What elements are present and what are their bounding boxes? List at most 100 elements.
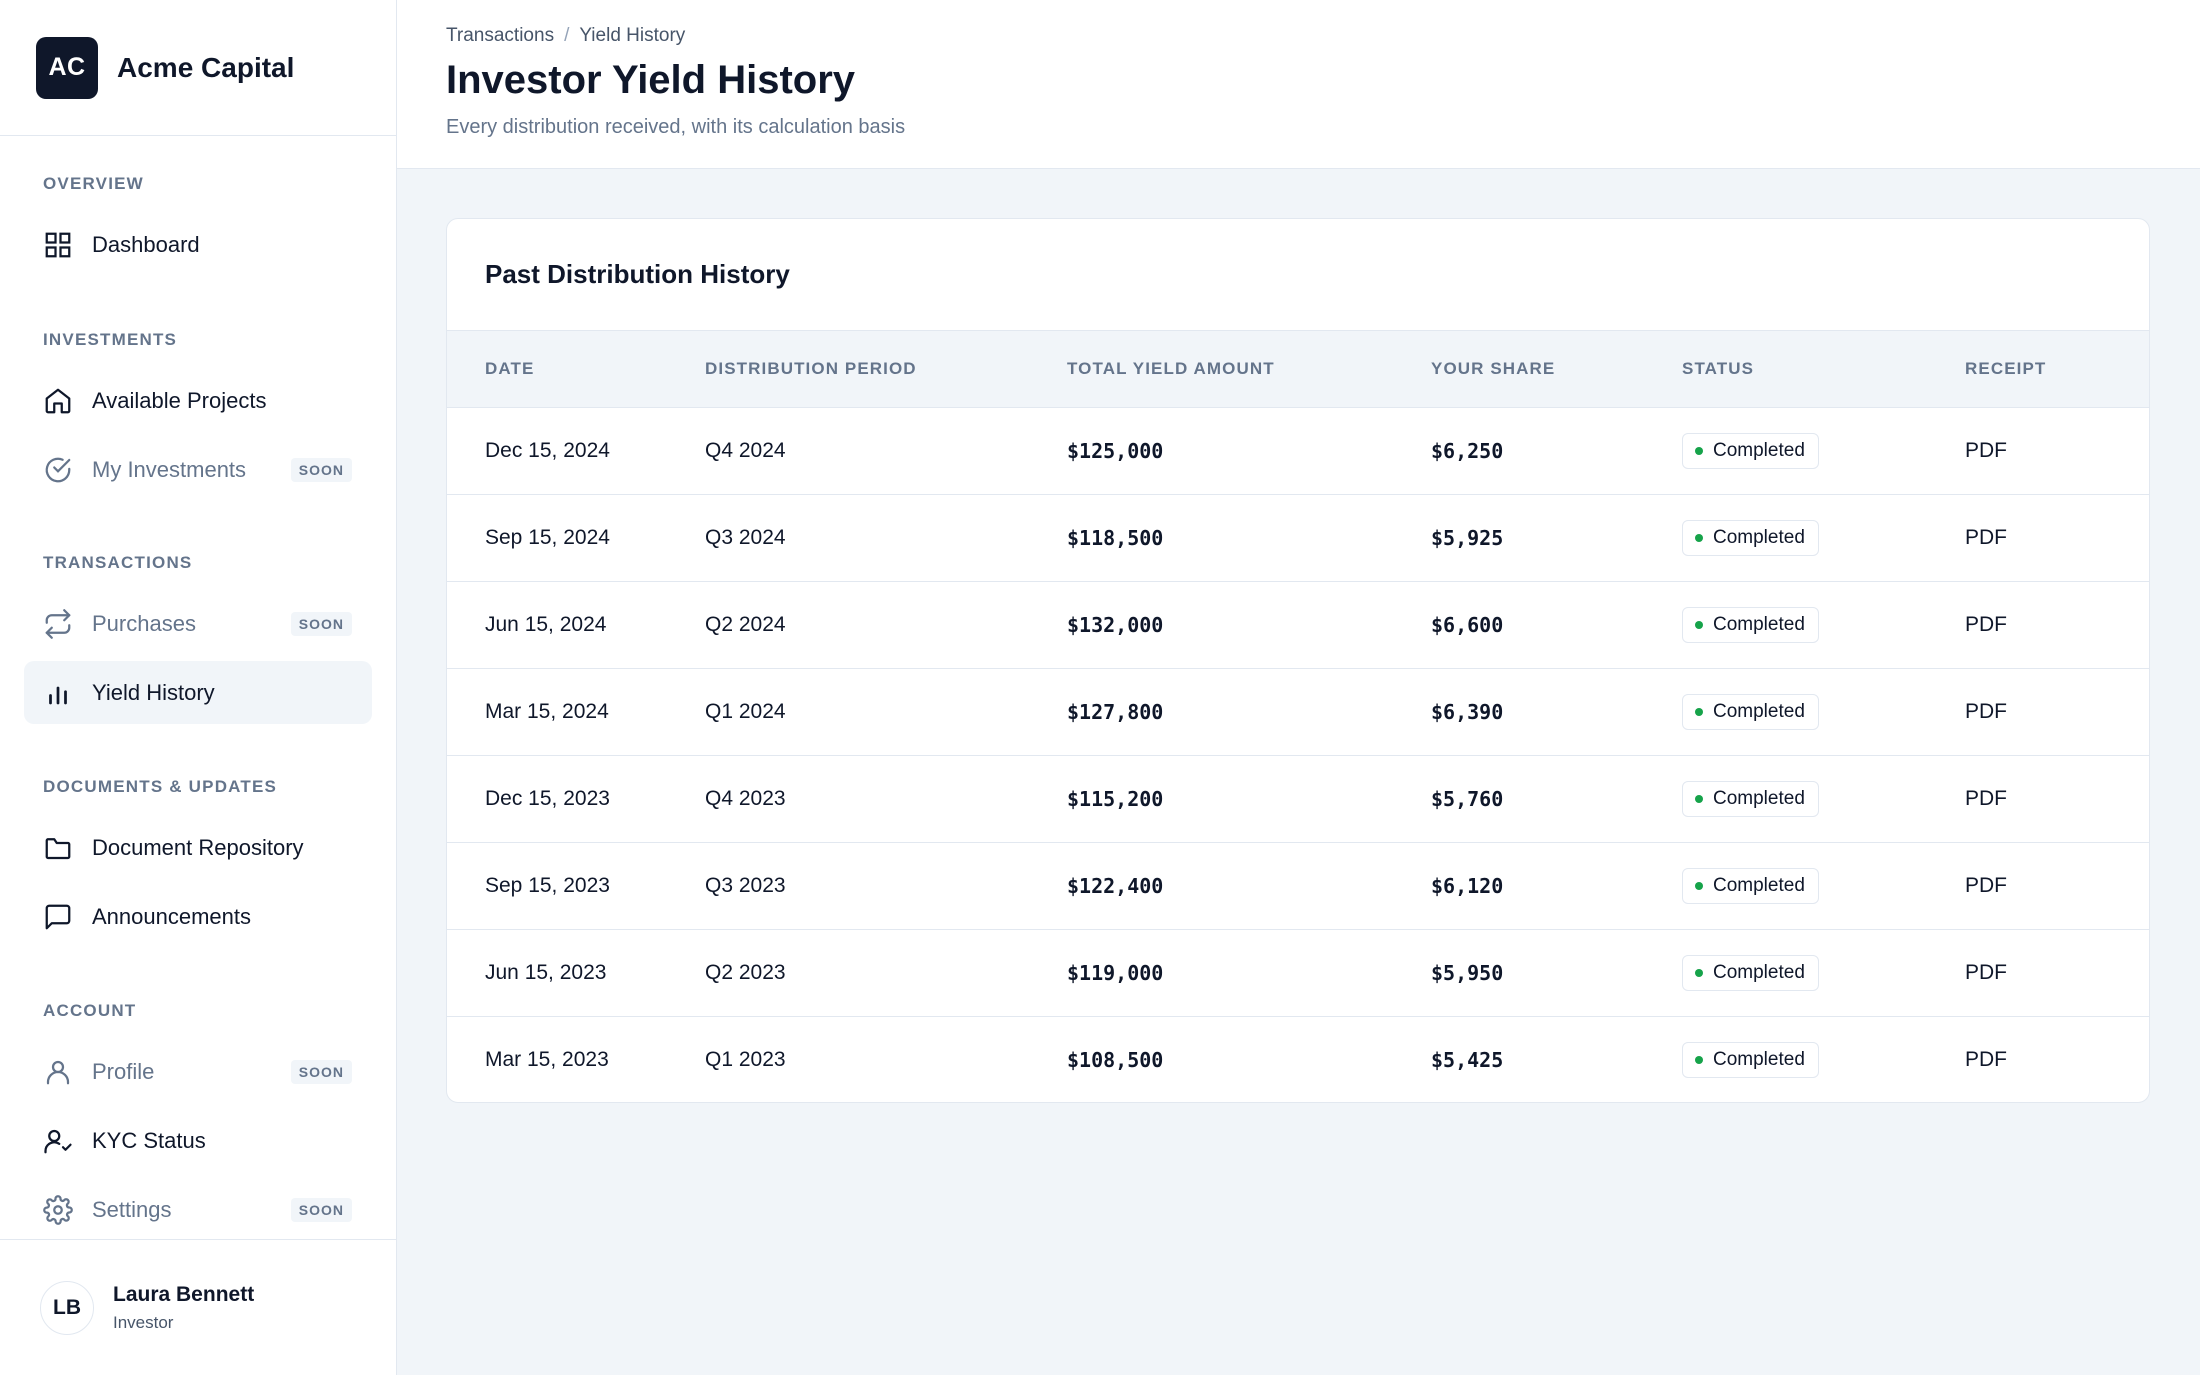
table-row: Sep 15, 2024 Q3 2024 $118,500 $5,925 Complet…: [447, 494, 2149, 582]
cell-period: Q1 2023: [705, 1047, 786, 1071]
receipt-pdf-link[interactable]: PDF: [1965, 842, 2149, 930]
folder-icon: [43, 833, 73, 863]
sidebar-item-dashboard[interactable]: Dashboard: [24, 213, 372, 276]
cell-date: Sep 15, 2023: [447, 842, 705, 930]
status-badge: Completed: [1682, 519, 1819, 556]
user-icon: [43, 1057, 73, 1087]
breadcrumb-item-transactions[interactable]: Transactions: [446, 25, 555, 46]
breadcrumb-item-yield-history: Yield History: [579, 25, 686, 46]
status-label: Completed: [1713, 700, 1805, 722]
cell-period: Q2 2023: [705, 929, 1067, 1017]
sidebar-item-label: Available Projects: [92, 387, 267, 413]
cell-date: Jun 15, 2023: [447, 929, 705, 1017]
status-label: Completed: [1713, 613, 1805, 635]
receipt-pdf-link[interactable]: PDF: [1965, 1047, 2007, 1071]
status-dot-icon: [1695, 1055, 1703, 1064]
cell-period: Q4 2024: [705, 407, 1067, 495]
cell-total-yield: $119,000: [1067, 929, 1431, 1017]
user-role: Investor: [113, 1312, 174, 1332]
receipt-pdf-link[interactable]: PDF: [1965, 755, 2149, 843]
sidebar-item-available-projects[interactable]: Available Projects: [24, 369, 372, 432]
breadcrumb: Transactions / Yield History: [446, 25, 685, 47]
distribution-table: DATE DISTRIBUTION PERIOD TOTAL YIELD AMO…: [447, 331, 2149, 1102]
status-dot-icon: [1695, 794, 1703, 803]
sidebar-item-my-investments[interactable]: My Investments SOON: [24, 438, 372, 501]
card-header: Past Distribution History: [447, 219, 2149, 331]
cell-status: Completed: [1682, 407, 1965, 495]
nav-section-title-transactions: TRANSACTIONS: [43, 553, 193, 572]
status-badge: Completed: [1682, 693, 1819, 730]
status-label: Completed: [1713, 787, 1805, 809]
cell-date: Dec 15, 2023: [447, 755, 705, 843]
status-badge: Completed: [1682, 1041, 1819, 1078]
cell-your-share: $6,120: [1431, 842, 1682, 930]
cell-date: Mar 15, 2024: [447, 668, 705, 756]
status-label: Completed: [1713, 439, 1805, 461]
cell-status: Completed: [1682, 1016, 1965, 1102]
sidebar-item-document-repository[interactable]: Document Repository: [24, 816, 372, 879]
cell-status: Completed: [1682, 668, 1965, 756]
soon-badge: SOON: [290, 1059, 352, 1084]
page-subtitle: Every distribution received, with its ca…: [446, 116, 906, 138]
avatar: LB: [40, 1280, 94, 1335]
bar-chart-icon: [43, 678, 73, 708]
cell-status: Completed: [1682, 842, 1965, 930]
cell-your-share: $6,250: [1431, 407, 1682, 495]
sidebar-item-label: KYC Status: [92, 1127, 206, 1153]
column-header-total-yield: TOTAL YIELD AMOUNT: [1067, 331, 1431, 408]
user-check-icon: [43, 1126, 73, 1156]
sidebar-item-purchases[interactable]: Purchases SOON: [24, 592, 372, 655]
receipt-pdf-link[interactable]: PDF: [1965, 494, 2149, 582]
nav-section-title-overview: OVERVIEW: [43, 174, 144, 193]
sidebar-item-label: Dashboard: [92, 231, 200, 257]
sidebar-item-announcements[interactable]: Announcements: [24, 885, 372, 948]
check-circle-icon: [43, 455, 73, 485]
status-label: Completed: [1713, 961, 1805, 983]
status-label: Completed: [1713, 874, 1805, 896]
cell-total-yield: $118,500: [1067, 494, 1431, 582]
receipt-pdf-link[interactable]: PDF: [1965, 929, 2149, 1017]
status-badge: Completed: [1682, 867, 1819, 904]
brand-name: Acme Capital: [117, 51, 295, 83]
sidebar-item-profile[interactable]: Profile SOON: [24, 1040, 372, 1103]
status-dot-icon: [1695, 881, 1703, 890]
sidebar-item-yield-history[interactable]: Yield History: [24, 661, 372, 724]
table-row: Jun 15, 2024 Q2 2024 $132,000 $6,600 Complet…: [447, 581, 2149, 669]
cell-date: Sep 15, 2024: [447, 494, 705, 582]
cell-total-yield: $108,500: [1067, 1047, 1164, 1072]
cell-status: Completed: [1682, 929, 1965, 1017]
cell-date: Mar 15, 2023: [485, 1047, 609, 1071]
cell-status: Completed: [1682, 755, 1965, 843]
cell-total-yield: $115,200: [1067, 755, 1431, 843]
cell-period: Q3 2024: [705, 494, 1067, 582]
card-title: Past Distribution History: [485, 259, 790, 289]
page-header: Transactions / Yield History Investor Yi…: [397, 0, 2200, 169]
table-row: Dec 15, 2024 Q4 2024 $125,000 $6,250 Complet…: [447, 407, 2149, 495]
cell-total-yield: $125,000: [1067, 407, 1431, 495]
cell-total-yield: $127,800: [1067, 668, 1431, 756]
receipt-pdf-link[interactable]: PDF: [1965, 581, 2149, 669]
receipt-pdf-link[interactable]: PDF: [1965, 407, 2149, 495]
soon-badge: SOON: [290, 1197, 352, 1222]
column-header-receipt: RECEIPT: [1965, 331, 2149, 408]
page-title: Investor Yield History: [446, 58, 856, 102]
cell-status: Completed: [1682, 581, 1965, 669]
brand: AC Acme Capital: [0, 0, 396, 136]
user-name: Laura Bennett: [113, 1282, 255, 1306]
column-header-period: DISTRIBUTION PERIOD: [705, 331, 1067, 408]
nav-section-title-account: ACCOUNT: [43, 1001, 137, 1020]
sidebar-item-kyc-status[interactable]: KYC Status: [24, 1109, 372, 1172]
sidebar-item-settings[interactable]: Settings SOON: [24, 1178, 372, 1241]
column-header-status: STATUS: [1682, 331, 1965, 408]
cell-period: Q1 2024: [705, 668, 1067, 756]
user-profile-card[interactable]: LB Laura Bennett Investor: [0, 1239, 396, 1375]
sidebar-item-label: Settings: [92, 1196, 172, 1222]
sidebar-item-label: Yield History: [92, 679, 215, 705]
column-header-your-share: YOUR SHARE: [1431, 331, 1682, 408]
gear-icon: [43, 1194, 73, 1225]
table-row: Mar 15, 2023 Q1 2023 $108,500 $5,425 Complet…: [447, 1016, 2149, 1102]
nav-section-title-documents-updates: DOCUMENTS & UPDATES: [43, 777, 278, 796]
cell-your-share: $6,390: [1431, 668, 1682, 756]
sidebar-item-label: My Investments: [92, 456, 247, 482]
receipt-pdf-link[interactable]: PDF: [1965, 668, 2149, 756]
